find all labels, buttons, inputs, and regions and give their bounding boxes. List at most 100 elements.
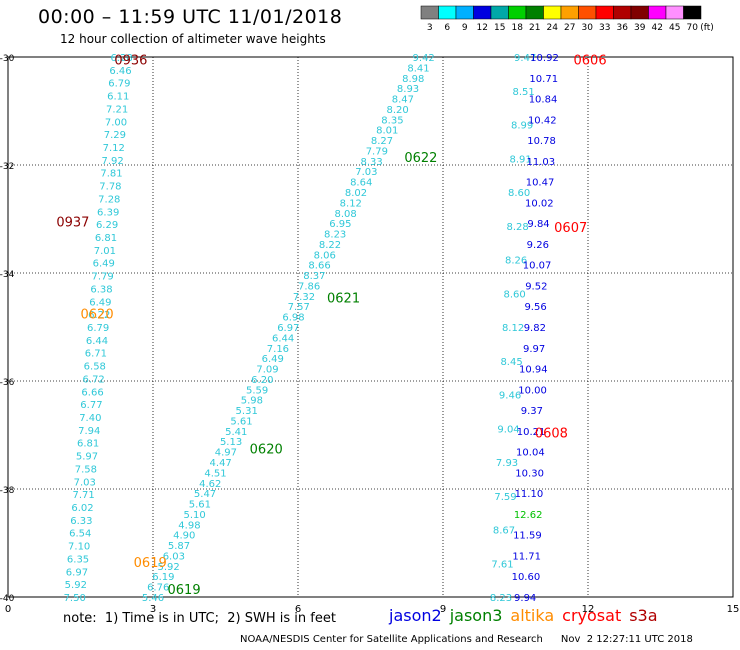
swh-value: 11.59 [513, 531, 542, 542]
swh-value: 7.93 [496, 458, 518, 469]
swh-value: 4.98 [178, 520, 200, 531]
swh-value: 5.61 [189, 500, 211, 511]
swh-value: 10.07 [523, 261, 552, 272]
track-t4: 9.94 10.60 11.71 11.59 12.62 11.10 10.30 10.04 1… [512, 53, 559, 604]
swh-value: 9.56 [524, 302, 546, 313]
swh-value: 5.98 [241, 396, 263, 407]
legend-jason3: jason3 [449, 606, 503, 625]
legend-cryosat: cryosat [562, 606, 622, 625]
time-label: 0608 [535, 426, 568, 441]
swh-value: 6.49 [93, 259, 115, 270]
swh-value: 8.12 [340, 198, 362, 209]
swh-value: 6.58 [84, 362, 106, 373]
swh-value: 5.41 [225, 427, 247, 438]
swh-value: 8.12 [502, 323, 524, 334]
swh-value: 10.21 [517, 427, 546, 438]
colorbar-label: 9 [462, 23, 468, 33]
page-title: 00:00 – 11:59 UTC 11/01/2018 [38, 6, 343, 28]
swh-value: 9.82 [524, 323, 546, 334]
swh-value: 10.04 [516, 448, 545, 459]
swh-value: 5.46 [142, 593, 164, 604]
x-tick-label: 3 [150, 604, 156, 615]
swh-value: 7.57 [288, 302, 310, 313]
swh-value: 6.38 [90, 284, 112, 295]
footer-credits: NOAA/NESDIS Center for Satellite Applica… [240, 634, 693, 645]
swh-value: 9.94 [514, 593, 536, 604]
swh-value: 8.51 [513, 87, 535, 98]
swh-value: 5.13 [220, 437, 242, 448]
swh-value: 4.90 [173, 531, 195, 542]
colorbar-label: 42 [652, 23, 663, 33]
swh-value: 9.52 [525, 281, 547, 292]
colorbar-swatch [665, 5, 684, 20]
swh-value: 8.23 [324, 230, 346, 241]
swh-value: 8.26 [505, 256, 527, 267]
swh-value: 8.41 [407, 63, 429, 74]
swh-value: 7.58 [75, 464, 97, 475]
swh-value: 10.78 [527, 136, 556, 147]
swh-value: 7.32 [293, 292, 315, 303]
swh-value: 11.10 [515, 489, 544, 500]
time-label: 0607 [554, 221, 587, 236]
swh-value: 7.29 [104, 130, 126, 141]
swh-value: 6.46 [109, 66, 131, 77]
swh-value: 8.60 [508, 188, 530, 199]
colorbar-swatch [560, 5, 579, 20]
colorbar-swatch [525, 5, 544, 20]
swh-value: 8.35 [381, 115, 403, 126]
swh-value: 7.21 [106, 104, 128, 115]
swh-value: 8.20 [387, 105, 409, 116]
colorbar-label: 12 [477, 23, 488, 33]
swh-value: 5.31 [236, 406, 258, 417]
swh-value: 4.97 [215, 448, 237, 459]
time-label: 0619 [168, 583, 201, 598]
swh-value: 10.30 [515, 468, 544, 479]
colorbar-swatch [613, 5, 632, 20]
swh-value: 9.84 [527, 219, 549, 230]
colorbar-swatch [648, 5, 667, 20]
swh-value: 9.26 [527, 240, 549, 251]
colorbar-label: (ft) [700, 23, 714, 33]
swh-value: 10.47 [526, 178, 555, 189]
swh-value: 6.35 [67, 554, 89, 565]
swh-value: 7.79 [91, 272, 113, 283]
x-tick-label: 15 [727, 604, 740, 615]
swh-value: 6.97 [66, 567, 88, 578]
colorbar-label: 24 [547, 23, 559, 33]
swh-value: 7.40 [79, 413, 101, 424]
swh-value: 8.64 [350, 178, 372, 189]
swh-value: 5.87 [168, 541, 190, 552]
colorbar-label: 15 [494, 23, 505, 33]
colorbar-label: 39 [634, 23, 646, 33]
time-label: 0622 [404, 151, 437, 166]
swh-value: 8.06 [314, 250, 336, 261]
swh-value: 8.01 [376, 126, 398, 137]
time-label: 0619 [134, 556, 167, 571]
swh-value: 6.44 [86, 336, 108, 347]
timestamp-text: Nov 2 12:27:11 UTC 2018 [560, 634, 693, 645]
time-label: 0937 [56, 216, 89, 231]
swh-value: 6.76 [147, 583, 169, 594]
swh-value: 6.79 [87, 323, 109, 334]
y-tick-label: -34 [0, 270, 15, 280]
colorbar-swatch [473, 5, 492, 20]
swh-value: 10.02 [525, 198, 554, 209]
swh-value: 8.67 [493, 526, 515, 537]
swh-value: 4.62 [199, 479, 221, 490]
swh-value: 9.37 [521, 406, 543, 417]
y-tick-label: -32 [0, 162, 14, 172]
swh-value: 9.97 [523, 344, 545, 355]
colorbar-label: 21 [529, 23, 540, 33]
swh-value: 7.78 [99, 182, 121, 193]
swh-value: 7.50 [64, 593, 86, 604]
swh-value: 6.95 [329, 219, 351, 230]
swh-value: 12.62 [514, 510, 543, 521]
swh-value: 6.28 [110, 53, 132, 64]
swh-value: 6.72 [83, 374, 105, 385]
swh-value: 6.66 [81, 387, 103, 398]
colorbar-swatch [420, 5, 439, 20]
swh-value: 8.60 [503, 289, 525, 300]
swh-value: 7.03 [355, 167, 377, 178]
track-t2: 5.466.766.195.926.035.874.904.985.105.61… [142, 53, 435, 604]
